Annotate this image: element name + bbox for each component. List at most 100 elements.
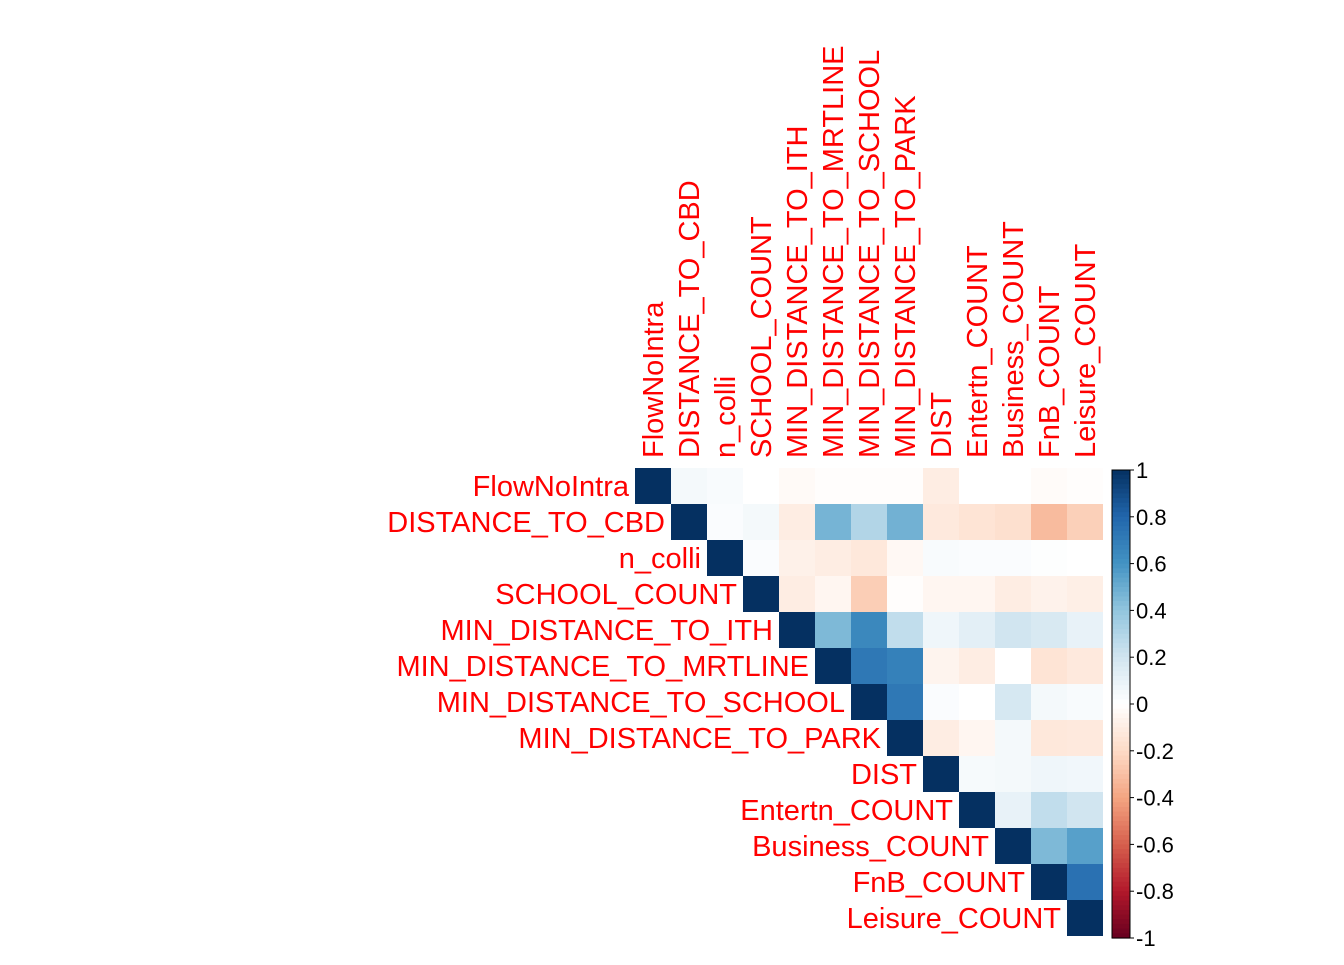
cell-FnB_COUNT-FnB_COUNT [1031, 864, 1067, 900]
colorbar-segment [1112, 704, 1130, 710]
colorbar-tick-label: -0.4 [1136, 786, 1174, 811]
colorbar-segment [1112, 484, 1130, 490]
cell-n_colli-MIN_DISTANCE_TO_SCHOOL [851, 540, 887, 576]
colorbar-tick-label: 1 [1136, 458, 1148, 483]
colorbar-segment [1112, 802, 1130, 808]
cell-DIST-Business_COUNT [995, 756, 1031, 792]
colorbar-segment [1112, 858, 1130, 864]
cell-SCHOOL_COUNT-SCHOOL_COUNT [743, 576, 779, 612]
cell-MIN_DISTANCE_TO_ITH-Leisure_COUNT [1067, 612, 1103, 648]
cell-DISTANCE_TO_CBD-n_colli [707, 504, 743, 540]
colorbar-segment [1112, 521, 1130, 527]
cell-SCHOOL_COUNT-FnB_COUNT [1031, 576, 1067, 612]
colorbar-segment [1112, 816, 1130, 822]
colorbar-segment [1112, 502, 1130, 509]
column-label-Leisure_COUNT: Leisure_COUNT [1070, 243, 1102, 458]
colorbar-tick-label: -1 [1136, 926, 1156, 951]
colorbar-segment [1112, 643, 1130, 649]
colorbar-tick-label: 0.2 [1136, 645, 1167, 670]
row-label-n_colli: n_colli [619, 543, 701, 575]
cell-DISTANCE_TO_CBD-DISTANCE_TO_CBD [671, 504, 707, 540]
colorbar-segment [1112, 792, 1130, 799]
column-labels: FlowNoIntra DISTANCE_TO_CBD n_colli SCHOOL_… [638, 45, 1102, 458]
colorbar-segment [1112, 895, 1130, 902]
colorbar-segment [1112, 661, 1130, 668]
cell-MIN_DISTANCE_TO_PARK-Business_COUNT [995, 720, 1031, 756]
colorbar-segment [1112, 778, 1130, 785]
cell-SCHOOL_COUNT-Leisure_COUNT [1067, 576, 1103, 612]
colorbar-segment [1112, 558, 1130, 565]
cell-Entertn_COUNT-FnB_COUNT [1031, 792, 1067, 828]
cell-FlowNoIntra-MIN_DISTANCE_TO_MRTLINE [815, 468, 851, 504]
cell-MIN_DISTANCE_TO_MRTLINE-FnB_COUNT [1031, 648, 1067, 684]
colorbar-segment [1112, 530, 1130, 537]
colorbar: 1 0.8 0.6 0.4 0.2 0 -0.2 -0.4 -0.6 -0.8 -1 [1111, 458, 1174, 951]
colorbar-segment [1112, 764, 1130, 771]
row-label-Entertn_COUNT: Entertn_COUNT [740, 795, 953, 827]
cell-FlowNoIntra-DIST [923, 468, 959, 504]
cell-MIN_DISTANCE_TO_PARK-Leisure_COUNT [1067, 720, 1103, 756]
cell-MIN_DISTANCE_TO_MRTLINE-Entertn_COUNT [959, 648, 995, 684]
colorbar-segment [1112, 652, 1130, 658]
cell-MIN_DISTANCE_TO_MRTLINE-MIN_DISTANCE_TO_PARK [887, 648, 923, 684]
column-label-n_colli: n_colli [710, 376, 742, 458]
colorbar-segment [1112, 624, 1130, 630]
colorbar-segment [1112, 685, 1130, 691]
cell-DIST-Entertn_COUNT [959, 756, 995, 792]
colorbar-segment [1112, 577, 1130, 583]
column-label-Entertn_COUNT: Entertn_COUNT [962, 245, 994, 458]
colorbar-segment [1112, 680, 1130, 686]
colorbar-segment [1112, 610, 1130, 616]
cell-FlowNoIntra-MIN_DISTANCE_TO_PARK [887, 468, 923, 504]
colorbar-segment [1112, 633, 1130, 640]
cell-MIN_DISTANCE_TO_SCHOOL-MIN_DISTANCE_TO_SCHOOL [851, 684, 887, 720]
colorbar-segment [1112, 933, 1130, 939]
cell-MIN_DISTANCE_TO_PARK-MIN_DISTANCE_TO_PARK [887, 720, 923, 756]
colorbar-segment [1112, 713, 1130, 719]
cell-n_colli-Business_COUNT [995, 540, 1031, 576]
cell-Entertn_COUNT-Business_COUNT [995, 792, 1031, 828]
colorbar-segment [1112, 844, 1130, 850]
colorbar-segment [1112, 601, 1130, 607]
colorbar-segment [1112, 877, 1130, 883]
column-label-FlowNoIntra: FlowNoIntra [638, 301, 670, 458]
column-label-FnB_COUNT: FnB_COUNT [1034, 285, 1066, 458]
colorbar-segment [1112, 526, 1130, 532]
colorbar-segment [1112, 741, 1130, 747]
colorbar-segment [1112, 582, 1130, 588]
row-label-Business_COUNT: Business_COUNT [752, 831, 989, 863]
cell-DISTANCE_TO_CBD-Entertn_COUNT [959, 504, 995, 540]
cell-SCHOOL_COUNT-MIN_DISTANCE_TO_ITH [779, 576, 815, 612]
row-label-MIN_DISTANCE_TO_PARK: MIN_DISTANCE_TO_PARK [518, 723, 881, 755]
row-label-MIN_DISTANCE_TO_MRTLINE: MIN_DISTANCE_TO_MRTLINE [396, 651, 809, 683]
cell-DIST-FnB_COUNT [1031, 756, 1067, 792]
cell-FlowNoIntra-n_colli [707, 468, 743, 504]
cell-n_colli-Entertn_COUNT [959, 540, 995, 576]
colorbar-segment [1112, 718, 1130, 724]
column-label-SCHOOL_COUNT: SCHOOL_COUNT [746, 216, 778, 458]
cell-FlowNoIntra-SCHOOL_COUNT [743, 468, 779, 504]
colorbar-segment [1112, 708, 1130, 714]
row-label-FnB_COUNT: FnB_COUNT [853, 867, 1026, 899]
colorbar-segment [1112, 914, 1130, 920]
column-label-Business_COUNT: Business_COUNT [998, 221, 1030, 458]
colorbar-segment [1112, 619, 1130, 626]
cell-MIN_DISTANCE_TO_ITH-MIN_DISTANCE_TO_MRTLINE [815, 612, 851, 648]
colorbar-segment [1112, 919, 1130, 925]
colorbar-tick-label: -0.2 [1136, 739, 1174, 764]
colorbar-segment [1112, 797, 1130, 803]
colorbar-segment [1112, 872, 1130, 878]
cell-MIN_DISTANCE_TO_SCHOOL-Leisure_COUNT [1067, 684, 1103, 720]
cell-SCHOOL_COUNT-MIN_DISTANCE_TO_PARK [887, 576, 923, 612]
cell-n_colli-FnB_COUNT [1031, 540, 1067, 576]
colorbar-segment [1112, 830, 1130, 836]
cell-MIN_DISTANCE_TO_MRTLINE-MIN_DISTANCE_TO_SCHOOL [851, 648, 887, 684]
colorbar-segment [1112, 479, 1130, 485]
cell-MIN_DISTANCE_TO_SCHOOL-Business_COUNT [995, 684, 1031, 720]
colorbar-segment [1112, 732, 1130, 738]
row-labels: FlowNoIntra DISTANCE_TO_CBD n_colli SCHOOL_… [387, 471, 1061, 935]
cell-FnB_COUNT-Leisure_COUNT [1067, 864, 1103, 900]
cell-n_colli-MIN_DISTANCE_TO_MRTLINE [815, 540, 851, 576]
cell-Leisure_COUNT-Leisure_COUNT [1067, 900, 1103, 936]
cell-DIST-DIST [923, 756, 959, 792]
